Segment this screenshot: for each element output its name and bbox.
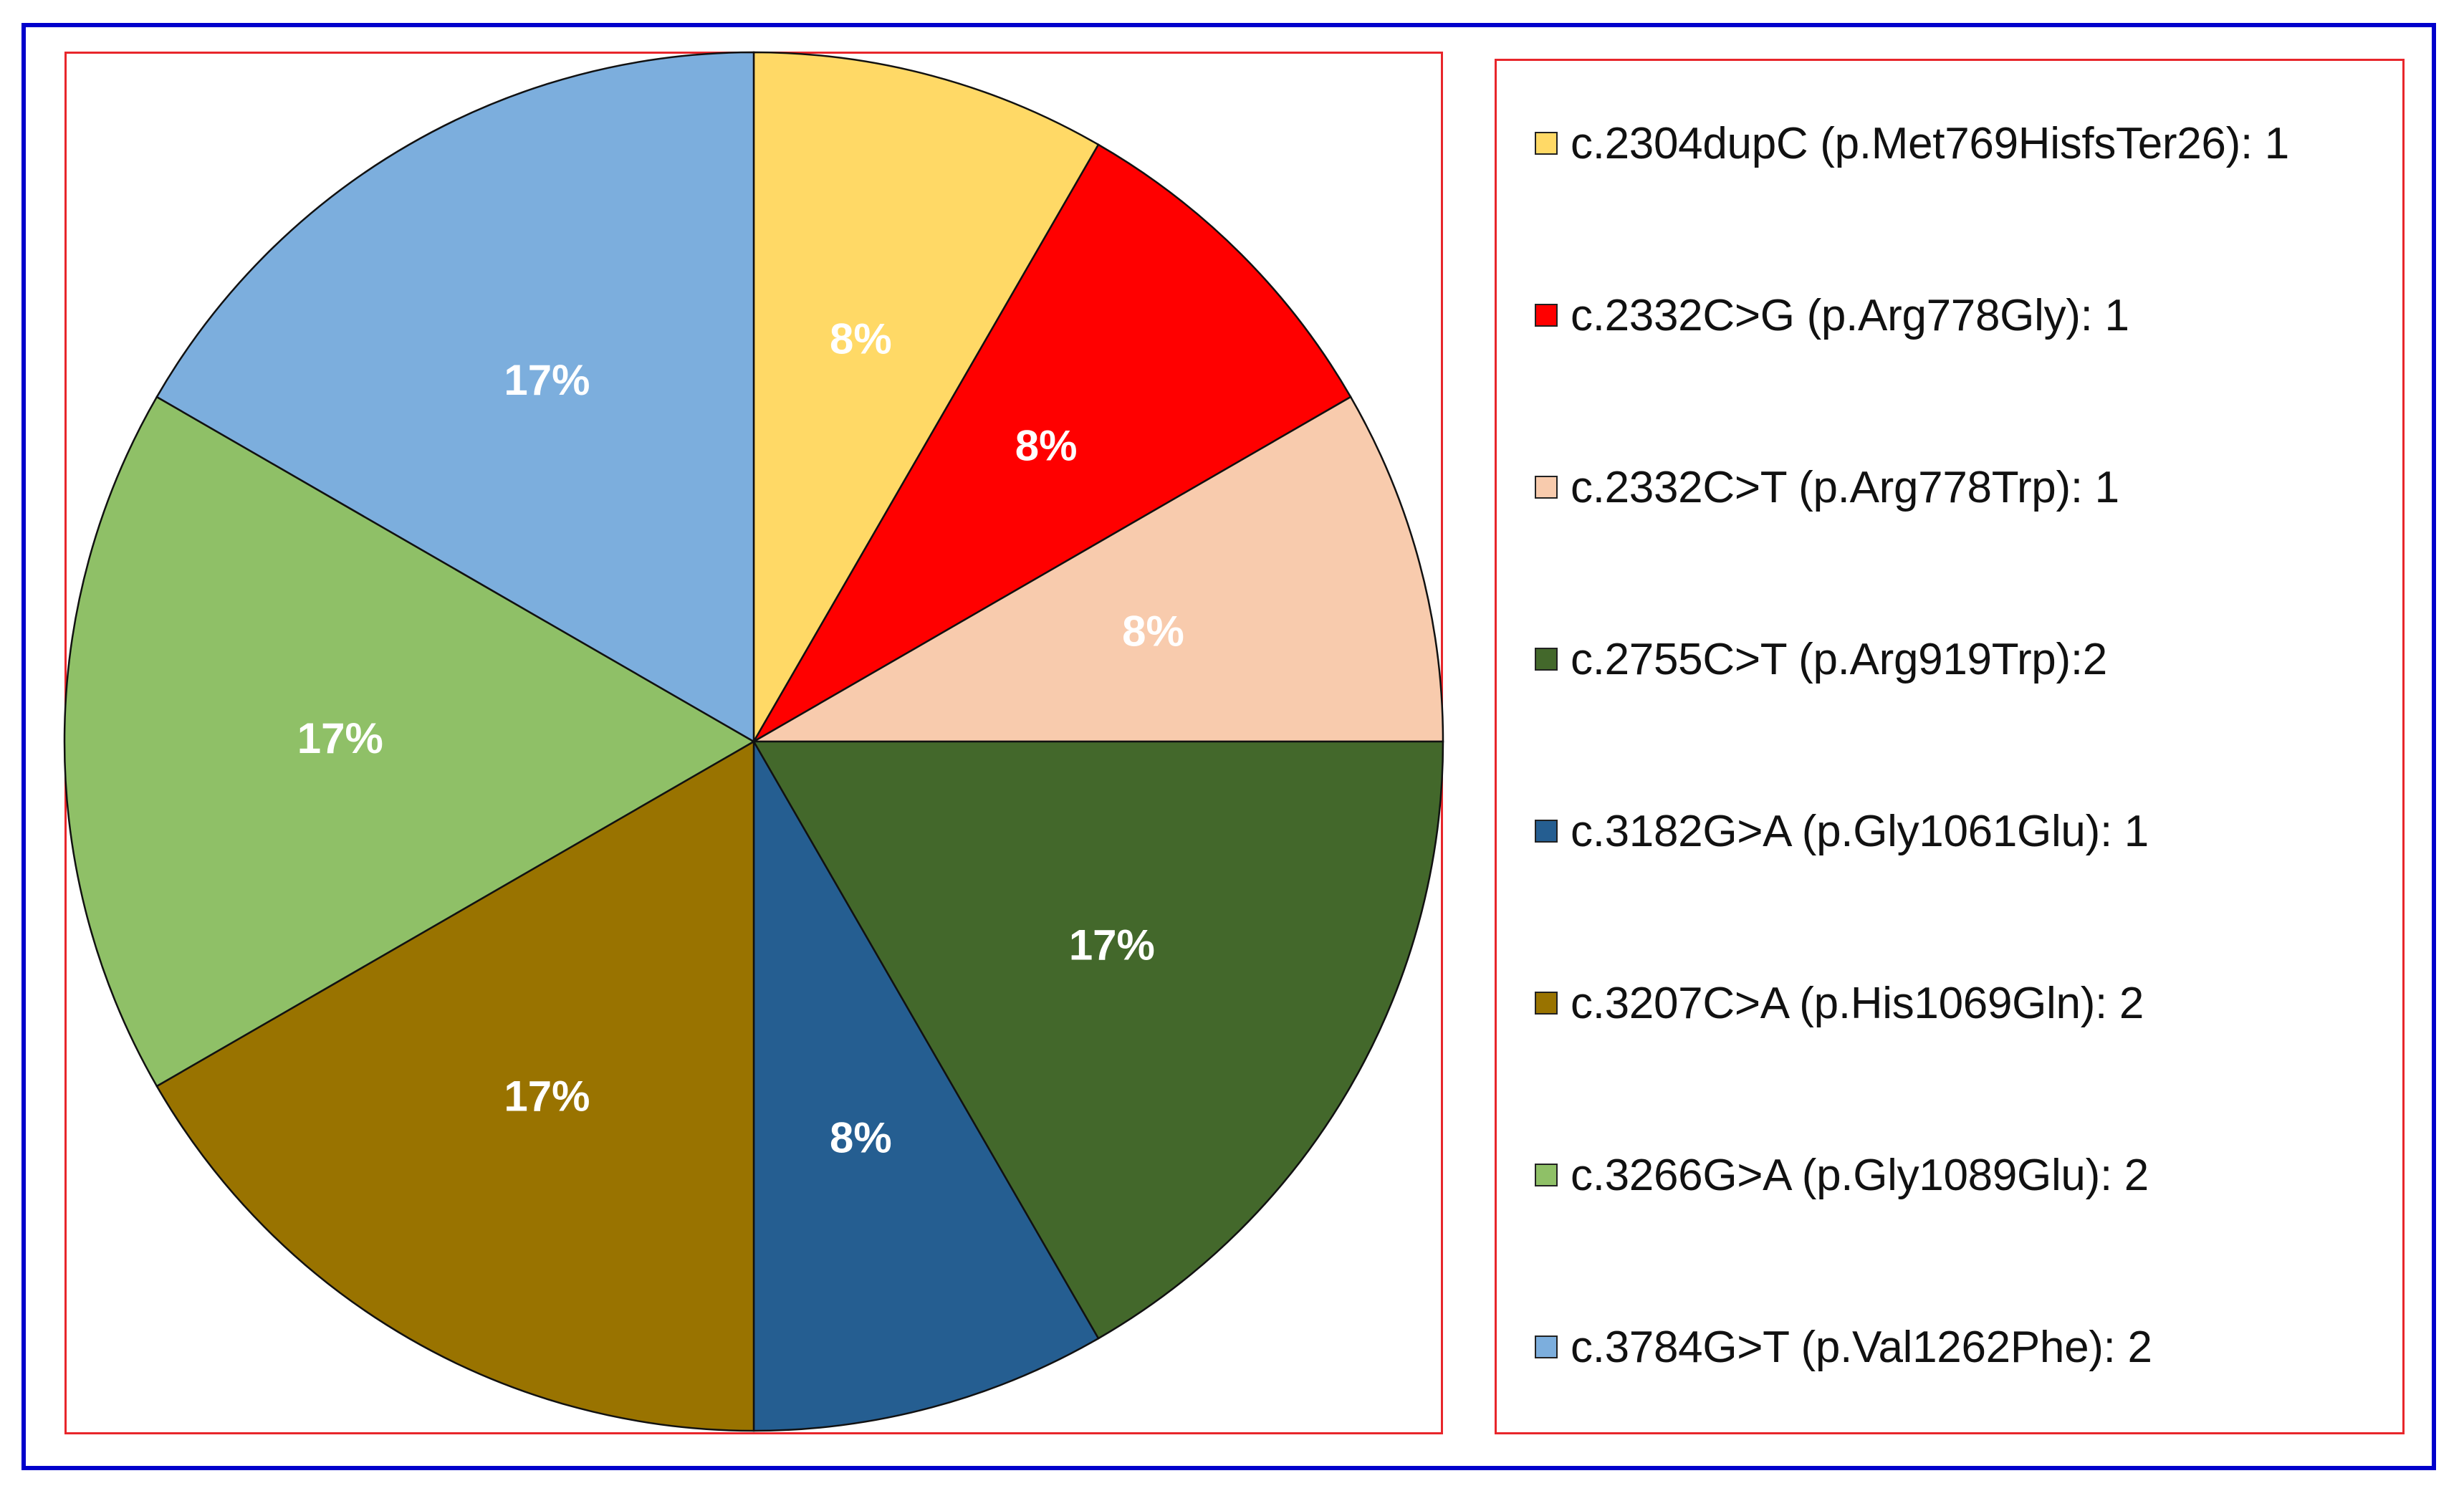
legend-label: c.2755C>T (p.Arg919Trp):2 (1571, 634, 2107, 684)
pie-slice-label-1: 8% (830, 315, 892, 363)
pie-slice-labels: 8% 8% 8% 17% 8% 17% 17% 17% (297, 315, 1184, 1161)
pie-slices (63, 51, 1444, 1432)
pie-slice-label-2: 8% (1015, 422, 1078, 470)
pie-slice-6 (155, 739, 755, 1432)
figure-outer-border (21, 23, 2436, 1470)
legend-item: c.2304dupC (p.Met769HisfsTer26): 1 (1535, 118, 2289, 168)
legend-swatch (1535, 132, 1558, 155)
legend-label: c.3266G>A (p.Gly1089Glu): 2 (1571, 1150, 2149, 1200)
legend-swatch (1535, 1164, 1558, 1186)
legend-swatch (1535, 1335, 1558, 1358)
pie-slice-label-4: 17% (1069, 921, 1155, 969)
legend-item: c.3182G>A (p.Gly1061Glu): 1 (1535, 806, 2149, 856)
pie-slice-4 (752, 740, 1444, 1340)
legend-item: c.2332C>G (p.Arg778Gly): 1 (1535, 290, 2129, 340)
pie-slice-7 (63, 395, 756, 1088)
pie-slice-2 (751, 143, 1352, 744)
pie-slice-8 (155, 51, 755, 744)
legend-label: c.2332C>G (p.Arg778Gly): 1 (1571, 290, 2129, 340)
legend-swatch (1535, 648, 1558, 671)
legend-label: c.3207C>A (p.His1069Gln): 2 (1571, 978, 2144, 1028)
pie-slice-5 (752, 738, 1100, 1432)
pie-slice-label-3: 8% (1122, 607, 1184, 655)
legend-label: c.2332C>T (p.Arg778Trp): 1 (1571, 462, 2119, 512)
legend-swatch (1535, 992, 1558, 1015)
pie-slice-label-8: 17% (504, 356, 590, 404)
legend-label: c.2304dupC (p.Met769HisfsTer26): 1 (1571, 118, 2289, 168)
legend-swatch (1535, 476, 1558, 499)
legend-item: c.3784G>T (p.Val1262Phe): 2 (1535, 1322, 2152, 1372)
pie-slice-label-5: 8% (830, 1113, 892, 1161)
legend-label: c.3784G>T (p.Val1262Phe): 2 (1571, 1322, 2152, 1372)
legend-swatch (1535, 820, 1558, 843)
pie-slice-label-7: 17% (297, 714, 383, 762)
legend-item: c.3266G>A (p.Gly1089Glu): 2 (1535, 1150, 2149, 1200)
legend-label: c.3182G>A (p.Gly1061Glu): 1 (1571, 806, 2149, 856)
legend-item: c.2332C>T (p.Arg778Trp): 1 (1535, 462, 2119, 512)
legend-item: c.2755C>T (p.Arg919Trp):2 (1535, 634, 2107, 684)
pie-slice-1 (752, 51, 1100, 745)
legend-item: c.3207C>A (p.His1069Gln): 2 (1535, 978, 2144, 1028)
pie-slice-3 (750, 395, 1444, 743)
pie-slice-label-6: 17% (504, 1073, 590, 1121)
legend-border (1495, 59, 2405, 1434)
legend-swatch (1535, 304, 1558, 327)
